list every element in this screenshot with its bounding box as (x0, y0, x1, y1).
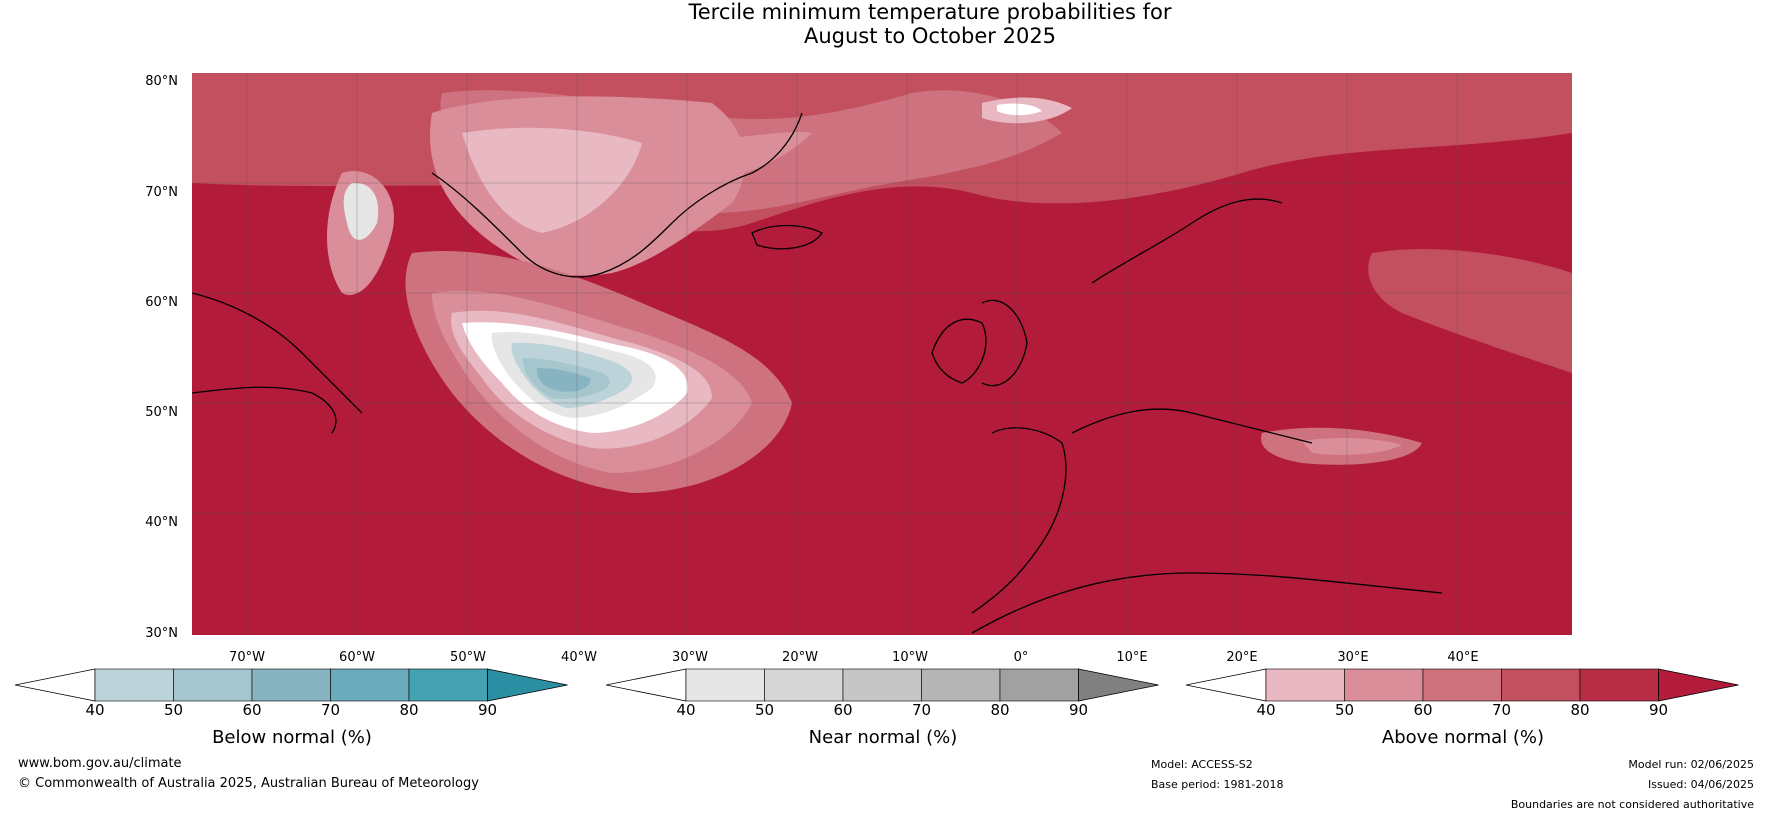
colorbar-under-arrow (1186, 668, 1267, 702)
colorbar-tick-label: 40 (85, 701, 105, 719)
title-line-2: August to October 2025 (803, 24, 1057, 48)
lon-label: 30°E (1337, 650, 1369, 665)
iberia-coast (971, 427, 1067, 614)
north-africa-coast (971, 572, 1443, 634)
colorbar-segment (251, 668, 331, 702)
colorbar-tick-label: 60 (833, 701, 853, 719)
lat-label: 40°N (145, 515, 178, 530)
britain-coast (981, 299, 1028, 387)
lat-label: 80°N (145, 74, 178, 89)
lon-label: 60°W (339, 650, 375, 665)
colorbar-segment (1501, 668, 1581, 702)
colorbar-tick-label: 60 (242, 701, 262, 719)
colorbar-segment (1422, 668, 1502, 702)
lat-label: 60°N (145, 295, 178, 310)
russia-patch (1368, 249, 1572, 373)
colorbar-tick-label: 50 (1334, 701, 1355, 719)
title-line-1: Tercile minimum temperature probabilitie… (688, 0, 1172, 24)
colorbar-tick-label: 70 (911, 701, 932, 719)
footer-model-run: Model run: 02/06/2025 (1628, 758, 1754, 771)
colorbar-segment (330, 668, 410, 702)
colorbar-segment (1265, 668, 1345, 702)
lon-label: 10°W (892, 650, 928, 665)
lon-label: 50°W (450, 650, 486, 665)
lon-label: 30°W (672, 650, 708, 665)
iceland-coast (751, 224, 823, 250)
colorbar-tick-label: 80 (399, 701, 419, 719)
colorbar-segment (921, 668, 1001, 702)
probability-map (192, 73, 1572, 635)
colorbar-segment (1579, 668, 1659, 702)
footer-copyright: © Commonwealth of Australia 2025, Austra… (18, 776, 479, 791)
coastlines (192, 112, 1443, 634)
colorbar-under-arrow (606, 668, 687, 702)
colorbar-tick-label: 70 (320, 701, 341, 719)
black-sea-core (1302, 438, 1402, 455)
scandinavia-coast (1091, 198, 1283, 284)
labrador-coast (192, 292, 363, 414)
lon-label: 20°E (1226, 650, 1258, 665)
colorbar-over-arrow (1658, 668, 1739, 702)
mediterranean-north-coast (1071, 408, 1313, 444)
map-title: Tercile minimum temperature probabilitie… (0, 0, 1770, 48)
colorbar-tick-label: 40 (676, 701, 696, 719)
ireland-coast (931, 318, 987, 384)
colorbar-title-near: Near normal (%) (808, 727, 958, 748)
colorbar-tick-label: 80 (990, 701, 1010, 719)
colorbar-below-normal (15, 668, 568, 702)
footer-base-period: Base period: 1981-2018 (1151, 778, 1284, 791)
lon-label: 10°E (1116, 650, 1148, 665)
colorbar-tick-label: 50 (163, 701, 184, 719)
colorbar-over-arrow (487, 668, 568, 702)
colorbar-above-normal (1186, 668, 1739, 702)
colorbar-segment (999, 668, 1079, 702)
baffin-near-normal (343, 182, 379, 240)
map-svg (192, 73, 1572, 635)
lon-label: 0° (1013, 650, 1029, 665)
footer-website: www.bom.gov.au/climate (18, 756, 182, 771)
svalbard-white-patch (997, 103, 1042, 116)
lat-label: 70°N (145, 185, 178, 200)
colorbar-segment (685, 668, 765, 702)
colorbar-tick-label: 50 (754, 701, 775, 719)
colorbar-segment (94, 668, 174, 702)
colorbar-under-arrow (15, 668, 96, 702)
colorbar-segment (1344, 668, 1424, 702)
lat-label: 30°N (145, 626, 178, 641)
colorbar-segment (764, 668, 844, 702)
footer-disclaimer: Boundaries are not considered authoritat… (1510, 798, 1754, 811)
colorbar-tick-label: 90 (1068, 701, 1089, 719)
colorbar-title-above: Above normal (%) (1381, 727, 1545, 748)
greenland-core (462, 127, 642, 233)
lat-label: 50°N (145, 405, 178, 420)
footer-model: Model: ACCESS-S2 (1151, 758, 1253, 771)
colorbar-tick-label: 80 (1570, 701, 1590, 719)
lon-label: 20°W (782, 650, 818, 665)
lon-label: 40°E (1447, 650, 1479, 665)
colorbar-segment (842, 668, 922, 702)
colorbar-segment (173, 668, 253, 702)
colorbar-near-normal (606, 668, 1159, 702)
colorbar-segment (408, 668, 488, 702)
graticule (192, 73, 1572, 635)
footer-issued: Issued: 04/06/2025 (1647, 778, 1754, 791)
colorbar-over-arrow (1078, 668, 1159, 702)
colorbar-tick-label: 40 (1256, 701, 1276, 719)
colorbar-tick-label: 70 (1491, 701, 1512, 719)
lon-label: 70°W (229, 650, 265, 665)
colorbar-tick-label: 90 (1648, 701, 1669, 719)
colorbar-title-below: Below normal (%) (212, 727, 372, 748)
greenland-coast (431, 112, 803, 278)
newfoundland-coast (192, 386, 337, 434)
colorbar-tick-label: 60 (1413, 701, 1433, 719)
lon-label: 40°W (561, 650, 597, 665)
colorbar-tick-label: 90 (477, 701, 498, 719)
